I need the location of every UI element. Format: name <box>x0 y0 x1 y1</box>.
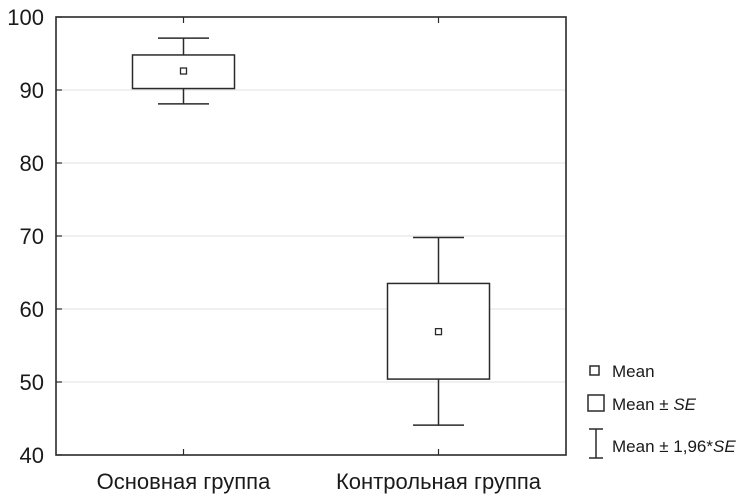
legend-mean-icon <box>589 365 600 376</box>
x-axis: Основная группа Контрольная группа <box>97 17 542 494</box>
legend-label-italic: SE <box>713 437 736 456</box>
legend-label-text: Mean <box>612 362 655 381</box>
legend-label-italic: SE <box>673 395 696 414</box>
legend-label: Mean ± 1,96*SE <box>612 437 736 456</box>
x-category-label: Контрольная группа <box>336 469 542 494</box>
y-tick-label: 60 <box>20 297 44 322</box>
y-tick-label: 90 <box>20 78 44 103</box>
legend-label: Mean <box>612 362 655 381</box>
mean-marker <box>179 67 188 75</box>
mean-marker <box>434 327 443 336</box>
y-tick-label: 40 <box>20 443 44 468</box>
boxes <box>131 37 491 426</box>
legend-label-text: Mean ± 1,96* <box>612 437 713 456</box>
legend-se-box-icon <box>587 394 605 412</box>
legend-item-1: Mean <box>589 362 655 381</box>
box-1 <box>131 37 236 105</box>
y-tick-label: 50 <box>20 370 44 395</box>
box-2 <box>386 236 491 426</box>
y-axis: 40 50 60 70 80 90 100 <box>7 5 62 468</box>
y-tick-label: 100 <box>7 5 44 30</box>
y-tick-label: 80 <box>20 151 44 176</box>
legend-item-3: Mean ± 1,96*SE <box>589 428 736 459</box>
y-tick-label: 70 <box>20 224 44 249</box>
legend-label-text: Mean ± <box>612 395 673 414</box>
legend-label: Mean ± SE <box>612 395 697 414</box>
x-category-label: Основная группа <box>97 469 271 494</box>
legend-item-2: Mean ± SE <box>587 394 697 414</box>
